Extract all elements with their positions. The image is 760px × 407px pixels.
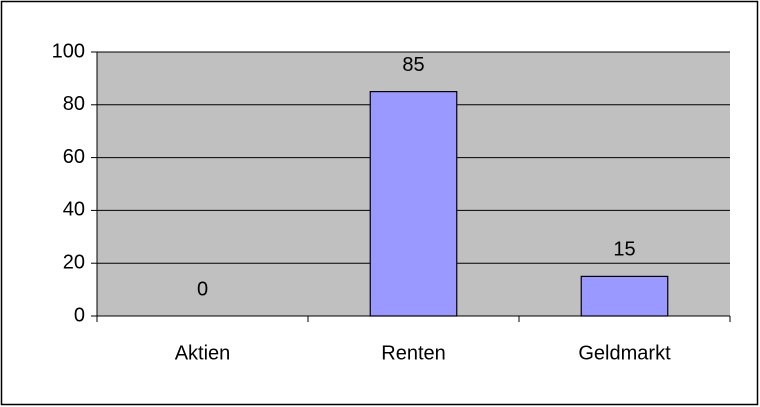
bar [580, 275, 669, 317]
y-tick-label: 80 [63, 93, 85, 115]
y-tick-label: 0 [74, 304, 85, 326]
y-tick-label: 20 [63, 251, 85, 273]
bar [369, 90, 458, 317]
x-tick-label: Geldmarkt [578, 342, 671, 364]
data-label: 0 [197, 278, 208, 300]
y-tick-label: 100 [52, 40, 85, 62]
data-label: 15 [613, 239, 635, 261]
x-tick-label: Renten [381, 342, 446, 364]
data-label: 85 [402, 54, 424, 76]
x-tick-label: Aktien [175, 342, 231, 364]
y-tick-label: 40 [63, 199, 85, 221]
y-tick-label: 60 [63, 146, 85, 168]
